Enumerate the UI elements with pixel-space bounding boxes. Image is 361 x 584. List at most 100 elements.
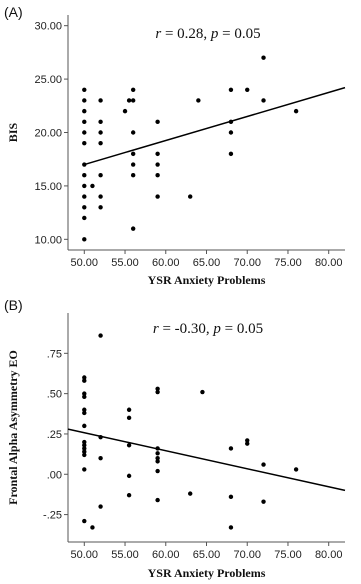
data-point — [130, 173, 136, 178]
data-point — [196, 98, 201, 103]
x-axis-title: YSR Anxiety Problems — [148, 273, 266, 287]
data-point — [98, 504, 103, 509]
data-point — [82, 378, 87, 383]
correlation-annotation: r = -0.30, p = 0.05 — [153, 321, 263, 337]
data-point — [245, 438, 250, 443]
data-point — [228, 151, 234, 157]
x-tick-label: 75.00 — [274, 257, 302, 269]
data-point — [155, 162, 160, 167]
data-point — [155, 151, 160, 157]
x-tick-label: 50.00 — [71, 549, 99, 561]
data-point — [82, 140, 87, 146]
data-point — [261, 98, 266, 103]
chart-panel-b: (B) 50.00 55.00 60.00 65.00 70.00 75.00 80.00 -.… — [4, 297, 346, 580]
data-point — [155, 194, 160, 199]
y-tick-label: .75 — [47, 348, 62, 360]
data-point — [82, 446, 87, 451]
data-point — [98, 173, 103, 178]
x-tick-label: 60.00 — [152, 257, 180, 269]
data-point — [188, 194, 193, 199]
data-point — [82, 518, 87, 524]
data-point — [261, 499, 266, 504]
correlation-annotation: r = 0.28, p = 0.05 — [155, 26, 260, 42]
data-point — [98, 434, 103, 440]
data-point — [98, 130, 103, 135]
data-point — [130, 98, 136, 103]
data-point — [228, 525, 234, 530]
data-point — [98, 333, 103, 338]
regression-line — [84, 86, 346, 166]
data-point — [200, 389, 205, 395]
data-point — [130, 226, 136, 231]
data-point — [82, 183, 87, 189]
data-point — [126, 473, 132, 479]
data-point — [82, 394, 87, 400]
y-axis-title: BIS — [6, 123, 20, 143]
y-tick-label: -.25 — [43, 510, 62, 522]
data-point — [82, 237, 87, 242]
y-tick-label: 10.00 — [34, 234, 62, 246]
y-tick-label: .25 — [47, 429, 62, 441]
x-tick-label: 50.00 — [71, 257, 99, 269]
x-tick-label: 65.00 — [193, 549, 221, 561]
data-point — [228, 87, 234, 92]
data-point — [155, 459, 160, 464]
data-point — [122, 108, 128, 114]
data-point — [228, 446, 234, 451]
data-point — [293, 108, 299, 114]
x-tick-label: 55.00 — [111, 257, 139, 269]
data-point — [98, 98, 103, 103]
data-point — [82, 98, 87, 103]
x-tick-label: 80.00 — [315, 549, 343, 561]
data-point — [82, 443, 87, 448]
x-axis-title: YSR Anxiety Problems — [148, 566, 266, 580]
data-point — [126, 493, 132, 498]
data-point — [126, 98, 132, 103]
data-point — [155, 119, 160, 125]
data-point — [126, 407, 132, 412]
data-point — [82, 108, 87, 114]
data-point — [82, 423, 87, 429]
data-point — [228, 130, 234, 135]
data-point — [188, 491, 193, 496]
x-tick-label: 65.00 — [193, 257, 221, 269]
data-point — [155, 451, 160, 456]
data-point — [82, 467, 87, 472]
regression-line — [67, 428, 346, 492]
data-point — [228, 119, 234, 125]
data-point — [228, 494, 234, 500]
data-point — [155, 389, 160, 395]
y-tick-label: 15.00 — [34, 181, 62, 193]
panel-label: (B) — [4, 297, 23, 313]
data-point — [82, 439, 87, 445]
data-point — [126, 443, 132, 448]
data-point — [98, 119, 103, 125]
y-tick-label: 30.00 — [34, 21, 62, 33]
y-tick-label: 25.00 — [34, 74, 62, 86]
data-point — [98, 205, 103, 210]
data-point — [82, 407, 87, 412]
data-point — [245, 441, 250, 446]
data-point — [261, 55, 266, 60]
x-tick-label: 75.00 — [274, 549, 302, 561]
data-point — [82, 410, 87, 416]
data-point — [155, 446, 160, 451]
data-point — [82, 375, 87, 380]
data-point — [98, 455, 103, 461]
data-point — [82, 194, 87, 199]
data-point — [90, 525, 95, 530]
data-point — [126, 415, 132, 421]
panel-label: (A) — [4, 4, 23, 20]
data-point — [82, 173, 87, 178]
data-point — [155, 386, 160, 391]
data-point — [261, 462, 266, 467]
y-tick-label: .00 — [47, 469, 62, 481]
data-point — [82, 452, 87, 458]
data-point — [245, 87, 250, 92]
data-point — [155, 497, 160, 503]
data-point — [90, 183, 95, 189]
x-tick-label: 70.00 — [233, 549, 261, 561]
data-point — [82, 119, 87, 125]
